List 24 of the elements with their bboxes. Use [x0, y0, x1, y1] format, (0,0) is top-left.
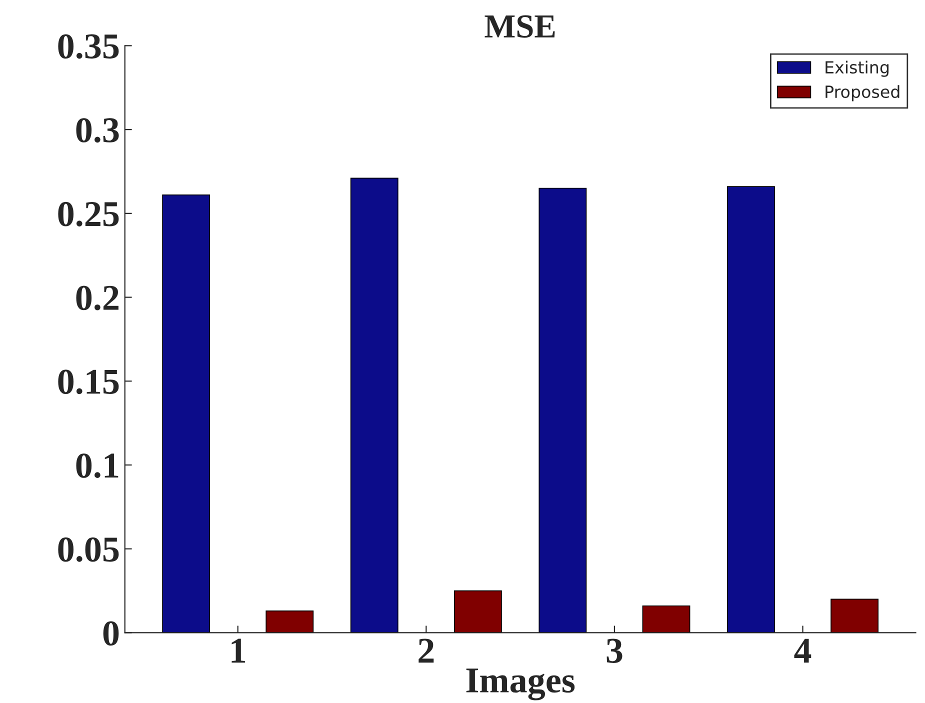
x-tick-label: 1 [232, 638, 246, 663]
legend-label: Existing [826, 60, 889, 77]
y-tick-label: 0.35 [58, 34, 119, 59]
y-tick-label: 0 [103, 621, 119, 646]
y-tick-label: 0.15 [58, 370, 119, 394]
y-tick-label: 0.3 [76, 118, 119, 143]
y-tick-label: 0.05 [58, 537, 119, 562]
bar [266, 610, 314, 633]
x-axis-title: Images [466, 668, 575, 700]
y-tick-label: 0.2 [76, 286, 118, 310]
bar [454, 590, 502, 633]
bar [642, 605, 690, 633]
x-tick-label: 4 [794, 638, 812, 663]
chart-title: MSE [484, 15, 555, 38]
y-tick-label: 0.1 [76, 454, 118, 478]
bar [727, 186, 775, 633]
bar [538, 188, 587, 633]
bar [162, 194, 210, 633]
x-tick-label: 2 [418, 638, 434, 663]
bar [830, 598, 879, 633]
legend-label: Proposed [826, 85, 900, 102]
y-tick-label: 0.25 [58, 202, 119, 226]
x-tick-label: 3 [606, 638, 622, 663]
bar [350, 178, 398, 633]
